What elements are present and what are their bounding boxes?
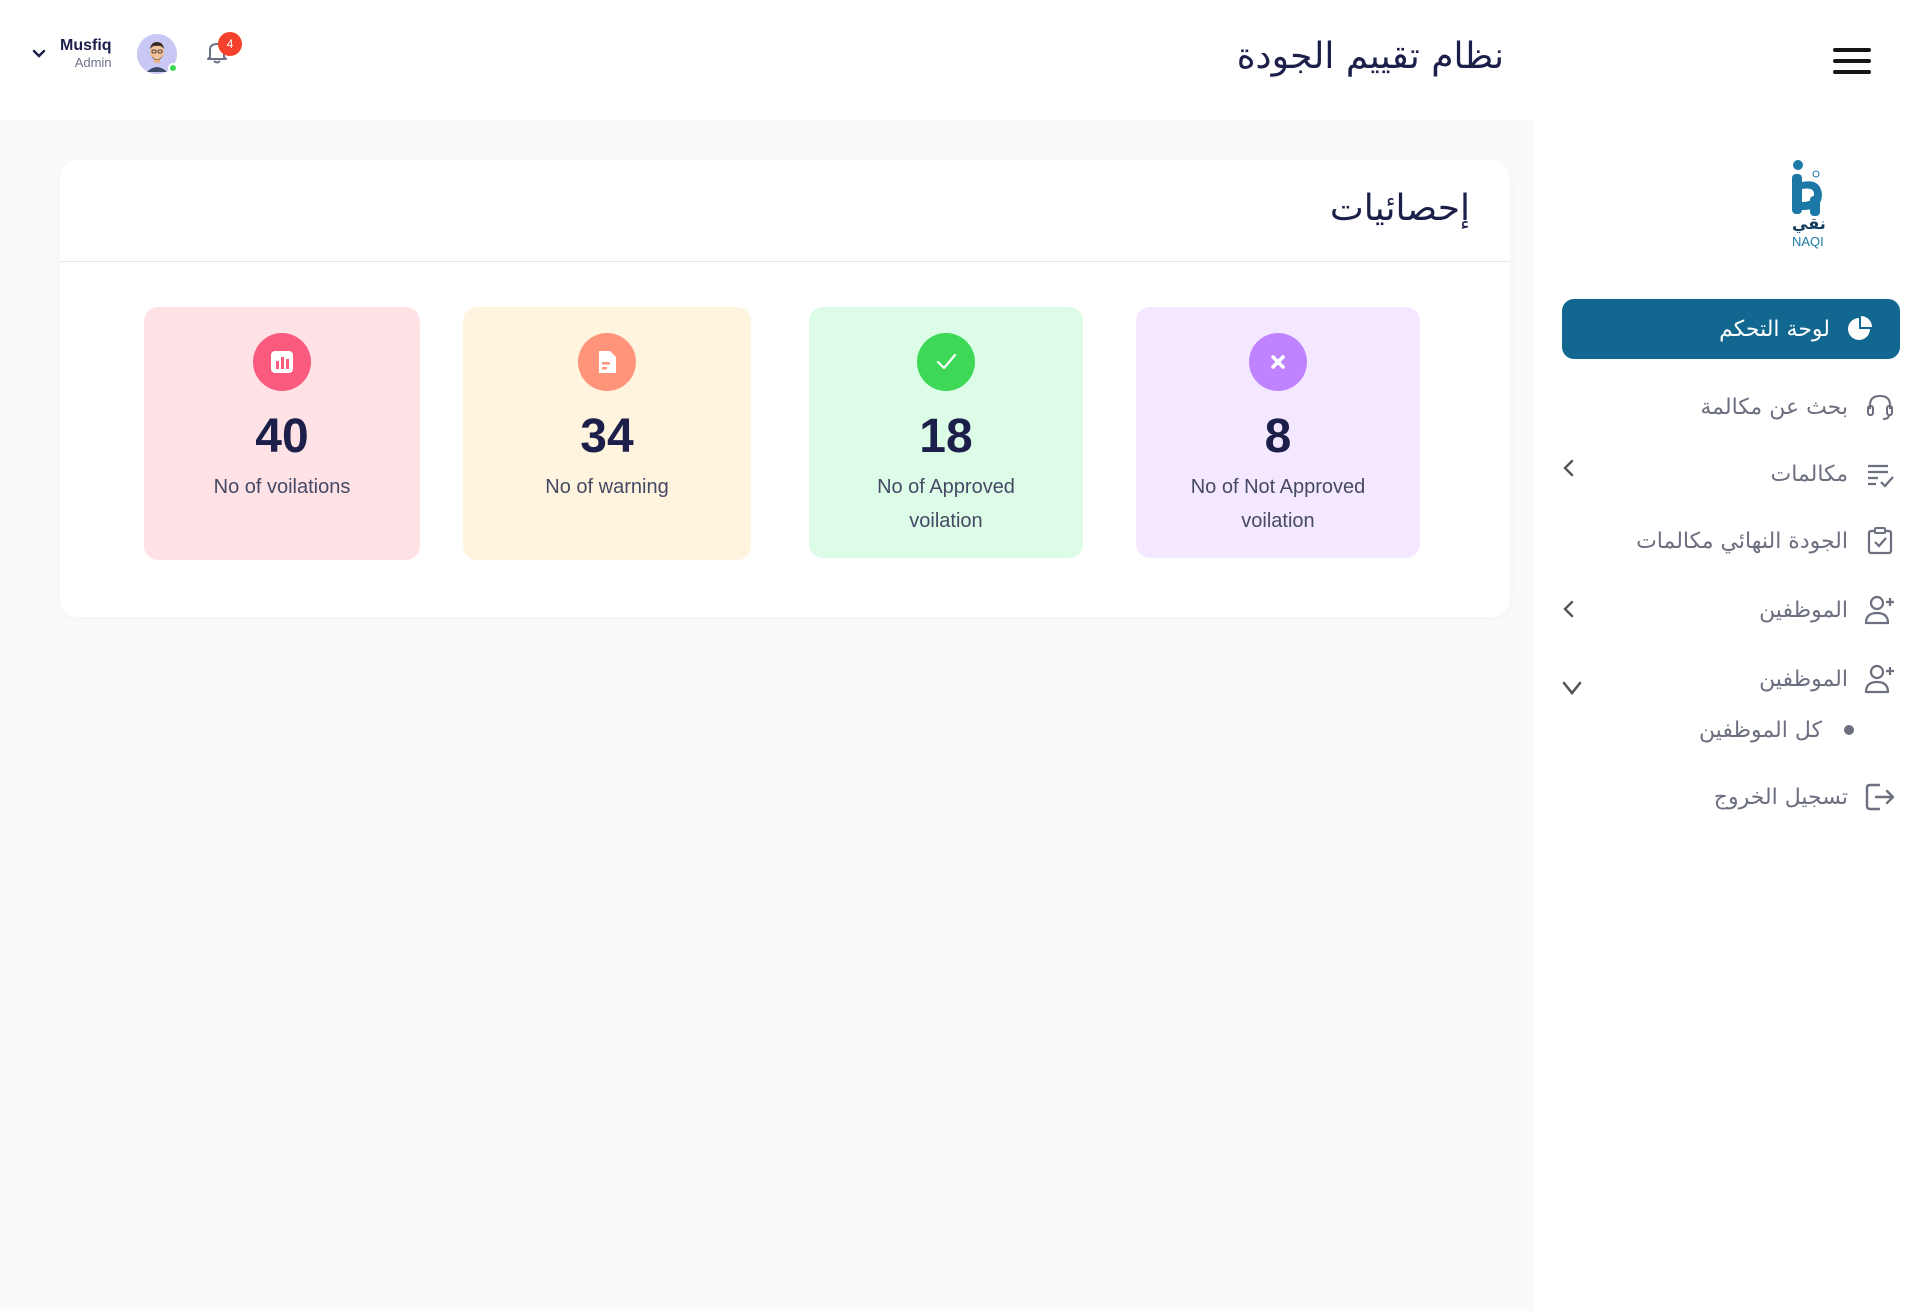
headset-icon [1862, 389, 1898, 425]
sidebar-item-label: الموظفين [1759, 597, 1848, 623]
user-plus-icon [1862, 592, 1898, 628]
check-icon [917, 333, 975, 391]
pie-chart-icon [1844, 314, 1874, 344]
chevron-left-icon[interactable] [1556, 597, 1580, 621]
logo: نقي NAQI [1744, 138, 1864, 258]
stat-card-warning: 34 No of warning [463, 307, 751, 560]
sidebar-item-label: تسجيل الخروج [1713, 784, 1848, 810]
stat-value: 8 [1264, 410, 1292, 463]
sidebar-item-dashboard[interactable]: لوحة التحكم [1562, 299, 1900, 359]
user-role: Admin [74, 55, 112, 70]
notification-badge: 4 [218, 32, 242, 56]
statistics-card: إحصائيات 40 No of voilations 34 No of wa… [60, 160, 1510, 617]
sidebar-item-final-quality-calls[interactable]: الجودة النهائي مكالمات [1636, 518, 1898, 564]
sidebar-item-label: مكالمات [1770, 461, 1848, 487]
divider [60, 261, 1510, 262]
list-check-icon [1862, 456, 1898, 492]
avatar[interactable] [137, 34, 178, 74]
clipboard-check-icon [1862, 523, 1898, 559]
hamburger-menu-icon[interactable] [1833, 48, 1871, 76]
logo-text-ar: نقي [1792, 214, 1826, 233]
bar-chart-icon [253, 333, 311, 391]
sidebar-item-calls[interactable]: مكالمات [1771, 451, 1898, 497]
user-menu[interactable]: Musfiq Admin [28, 30, 112, 78]
stat-card-not-approved: 8 No of Not Approved voilation [1136, 307, 1420, 558]
sidebar-item-employees[interactable]: الموظفين [1759, 587, 1898, 633]
stat-card-violations: 40 No of voilations [144, 307, 420, 560]
sidebar-item-logout[interactable]: تسجيل الخروج [1714, 774, 1898, 820]
x-icon [1249, 333, 1307, 391]
stat-value: 40 [255, 410, 309, 463]
logout-icon [1862, 779, 1898, 815]
sidebar: نقي NAQI لوحة التحكم بحث عن مكالمة مكالم… [1534, 120, 1920, 1311]
user-name: Musfiq [60, 37, 112, 54]
stat-caption: No of voilations [213, 476, 351, 498]
document-icon [578, 333, 636, 391]
stat-card-approved: 18 No of Approved voilation [809, 307, 1083, 558]
online-status-dot [168, 63, 178, 73]
top-header: Musfiq Admin 4 نظام تقييم الجودة [0, 0, 1920, 120]
sidebar-item-label: لوحة التحكم [1719, 316, 1830, 342]
sidebar-item-employees-expanded[interactable]: الموظفين [1759, 656, 1898, 702]
sidebar-item-label: الجودة النهائي مكالمات [1636, 528, 1848, 554]
sidebar-item-label: الموظفين [1759, 666, 1848, 692]
page-title: نظام تقييم الجودة [1236, 36, 1504, 77]
stat-value: 18 [919, 410, 973, 463]
stat-caption: No of warning [545, 476, 669, 498]
stat-caption: No of Not Approved voilation [1190, 476, 1366, 532]
user-plus-icon [1862, 661, 1898, 697]
sidebar-subitem-all-employees[interactable]: كل الموظفين [1699, 710, 1854, 750]
bullet-dot-icon [1844, 725, 1854, 735]
sidebar-item-label: كل الموظفين [1698, 717, 1822, 743]
sidebar-item-search-call[interactable]: بحث عن مكالمة [1700, 384, 1898, 430]
chevron-down-icon[interactable] [1560, 676, 1584, 700]
logo-text-en: NAQI [1792, 234, 1824, 249]
sidebar-item-label: بحث عن مكالمة [1700, 394, 1848, 420]
stat-caption: No of Approved voilation [877, 476, 1015, 532]
stat-value: 34 [580, 410, 634, 463]
chevron-left-icon[interactable] [1556, 456, 1580, 480]
chevron-down-icon[interactable] [28, 43, 50, 65]
card-title: إحصائيات [1329, 188, 1470, 229]
